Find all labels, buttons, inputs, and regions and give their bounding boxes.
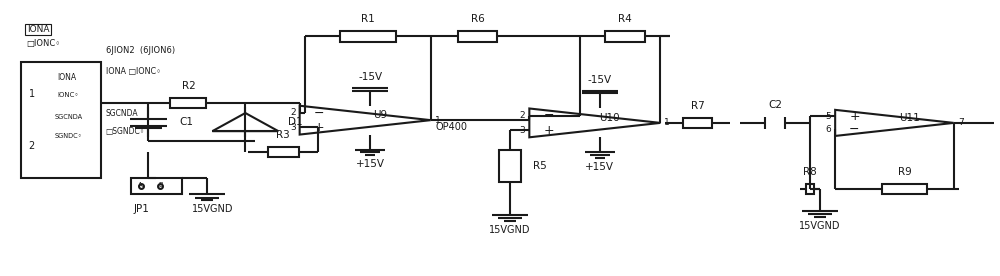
Text: SGCNDA: SGCNDA	[106, 109, 138, 118]
Text: 2: 2	[290, 108, 296, 118]
Polygon shape	[300, 106, 431, 135]
Bar	[882, 184, 927, 194]
Text: 3: 3	[520, 126, 525, 135]
Text: OP400: OP400	[436, 122, 468, 132]
Text: R1: R1	[361, 14, 375, 24]
Bar	[806, 184, 814, 194]
Text: +: +	[543, 124, 554, 137]
Polygon shape	[212, 113, 278, 131]
Bar	[131, 178, 182, 194]
Bar	[170, 98, 206, 108]
Text: C2: C2	[768, 100, 782, 110]
Text: D1: D1	[288, 117, 303, 127]
Text: −: −	[314, 107, 324, 120]
Bar	[268, 147, 299, 158]
Text: +: +	[314, 121, 324, 134]
Text: IONC◦: IONC◦	[58, 92, 79, 98]
Text: R8: R8	[803, 167, 817, 177]
Text: JP1: JP1	[134, 204, 149, 214]
Text: U11: U11	[899, 113, 920, 123]
Text: −: −	[543, 109, 554, 122]
Text: R6: R6	[471, 14, 484, 24]
Text: U9: U9	[373, 110, 387, 120]
Text: 1: 1	[435, 116, 440, 125]
Text: 2: 2	[520, 111, 525, 120]
Text: 15VGND: 15VGND	[799, 221, 840, 231]
Text: C1: C1	[179, 117, 193, 127]
Text: -15V: -15V	[358, 72, 382, 83]
Text: 15VGND: 15VGND	[192, 204, 234, 214]
Text: R3: R3	[276, 130, 290, 140]
Text: □SGNDC◦: □SGNDC◦	[106, 127, 145, 136]
Text: SGNDC◦: SGNDC◦	[55, 133, 82, 139]
Text: □IONC◦: □IONC◦	[27, 39, 61, 48]
Polygon shape	[835, 110, 954, 136]
Text: R5: R5	[533, 161, 547, 171]
Text: A: A	[138, 182, 143, 188]
Text: IONA □IONC◦: IONA □IONC◦	[106, 67, 160, 76]
Text: -15V: -15V	[588, 75, 612, 85]
Text: R9: R9	[898, 167, 911, 177]
Text: +15V: +15V	[356, 159, 385, 169]
Bar	[605, 31, 645, 42]
Text: 6: 6	[825, 125, 831, 134]
Text: +15V: +15V	[585, 162, 614, 172]
Text: R4: R4	[618, 14, 632, 24]
Text: +: +	[849, 110, 860, 123]
Text: 7: 7	[958, 118, 963, 128]
Text: R2: R2	[182, 81, 195, 91]
Text: 15VGND: 15VGND	[489, 224, 531, 235]
Text: B: B	[158, 182, 163, 188]
Bar	[499, 150, 521, 182]
Text: −: −	[849, 123, 860, 136]
Text: IONA: IONA	[57, 73, 77, 82]
Bar	[340, 31, 396, 42]
Text: 1: 1	[664, 118, 670, 128]
Text: IONA: IONA	[27, 25, 49, 34]
Text: SGCNDA: SGCNDA	[55, 114, 83, 120]
Polygon shape	[529, 108, 660, 137]
Text: R7: R7	[691, 101, 705, 111]
Bar	[683, 118, 712, 128]
Text: 5: 5	[825, 112, 831, 121]
Bar	[21, 62, 101, 178]
Text: 1: 1	[29, 89, 35, 99]
Text: U10: U10	[600, 113, 620, 123]
Text: 3: 3	[290, 123, 296, 132]
Text: 2: 2	[29, 140, 35, 150]
Text: 6JION2  (6JION6): 6JION2 (6JION6)	[106, 46, 175, 55]
Bar	[458, 31, 497, 42]
